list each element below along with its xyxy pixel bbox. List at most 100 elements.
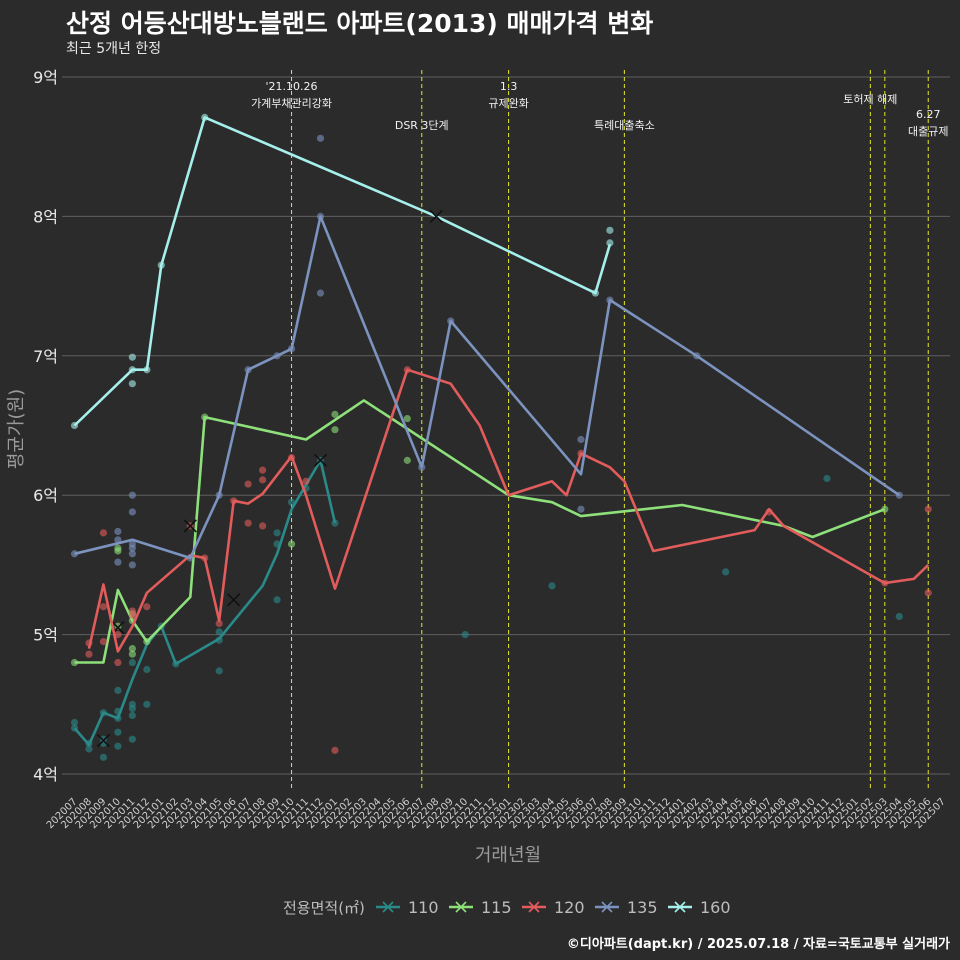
- data-point: [99, 753, 108, 761]
- data-point: [316, 289, 325, 297]
- data-point: [143, 665, 151, 674]
- data-point: [70, 718, 79, 727]
- y-tick-label: 5억: [33, 626, 58, 645]
- series-135: [70, 134, 903, 569]
- data-point: [143, 603, 151, 611]
- data-point: [259, 476, 267, 484]
- data-point: [114, 658, 122, 667]
- legend-label: 135: [627, 898, 658, 917]
- data-point: [114, 527, 122, 536]
- series-line: [73, 459, 337, 747]
- event-label: 1.3: [500, 80, 518, 93]
- highlight-mark: [96, 734, 111, 748]
- data-point: [128, 704, 136, 713]
- data-point: [403, 414, 411, 423]
- data-point: [128, 353, 136, 361]
- legend-label: 110: [408, 898, 439, 917]
- data-point: [287, 540, 296, 548]
- data-point: [548, 582, 556, 590]
- data-point: [215, 667, 223, 675]
- data-point: [128, 544, 136, 552]
- data-point: [114, 547, 122, 555]
- data-point: [606, 239, 614, 247]
- legend: 전용면적(㎡) 110 115 120 135 160: [283, 898, 731, 917]
- series-160: [70, 113, 614, 430]
- event-label: DSR 3단계: [395, 119, 449, 132]
- data-point: [114, 686, 122, 695]
- data-point: [128, 508, 136, 516]
- legend-key-mark: [382, 901, 394, 913]
- y-tick-label: 7억: [33, 347, 58, 366]
- event-label: 토허제 해제: [843, 92, 897, 106]
- series-115: [70, 399, 889, 667]
- legend-key-mark: [528, 901, 540, 913]
- event-label: 특례대출축소: [594, 119, 655, 132]
- x-axis-title: 거래년월: [475, 845, 541, 866]
- data-point: [128, 735, 136, 743]
- data-point: [215, 628, 223, 636]
- data-point: [114, 558, 122, 566]
- legend-key-mark: [601, 901, 613, 913]
- data-point: [99, 638, 108, 646]
- data-point: [461, 631, 469, 639]
- data-point: [895, 612, 903, 621]
- event-label: 대출규제: [908, 125, 948, 138]
- y-tick-label: 6억: [33, 486, 58, 505]
- data-point: [273, 529, 281, 537]
- highlight-mark: [227, 593, 241, 607]
- data-point: [128, 658, 136, 667]
- grid-lines: [62, 76, 950, 775]
- legend-key-mark: [455, 901, 467, 913]
- data-point: [331, 410, 339, 418]
- series-line: [74, 215, 901, 560]
- legend-key-mark: [674, 901, 686, 913]
- legend-label: 160: [700, 898, 731, 917]
- data-point: [577, 435, 585, 444]
- data-point: [215, 619, 223, 628]
- data-point: [128, 561, 136, 569]
- source-footer: ©디아파트(dapt.kr) / 2025.07.18 / 자료=국토교통부 실…: [566, 937, 950, 952]
- highlight-mark: [313, 453, 328, 467]
- chart-subtitle: 최근 5개년 한정: [66, 41, 162, 57]
- data-point: [85, 650, 93, 658]
- data-point: [302, 477, 310, 485]
- data-point: [114, 631, 122, 639]
- highlight-mark: [429, 209, 443, 223]
- data-point: [403, 456, 411, 464]
- data-point: [99, 529, 108, 537]
- series-line: [87, 368, 930, 653]
- series-line: [74, 399, 886, 664]
- chart-title: 산정 어등산대방노블랜드 아파트(2013) 매매가격 변화: [66, 9, 654, 38]
- data-point: [128, 644, 136, 653]
- y-tick-label: 9억: [33, 68, 58, 87]
- event-label: 규제완화: [488, 97, 528, 110]
- data-point: [99, 603, 108, 611]
- data-point: [85, 745, 93, 753]
- series-group: [70, 113, 932, 761]
- data-point: [316, 134, 325, 142]
- data-point: [606, 226, 614, 234]
- data-point: [128, 550, 136, 558]
- event-label: 6.27: [916, 108, 941, 121]
- data-point: [722, 568, 730, 576]
- data-point: [114, 622, 122, 630]
- data-point: [128, 711, 136, 720]
- highlight-mark: [183, 519, 197, 533]
- y-axis-title: 평균가(원): [6, 389, 27, 469]
- data-point: [924, 505, 932, 513]
- data-point: [823, 474, 831, 483]
- data-point: [331, 746, 339, 754]
- data-point: [128, 650, 136, 658]
- data-point: [331, 426, 339, 434]
- legend-title: 전용면적(㎡): [283, 899, 365, 917]
- data-point: [128, 491, 136, 499]
- data-point: [924, 589, 932, 597]
- axes: 4억5억6억7억8억9억2020072020082020092020102020…: [6, 68, 948, 866]
- y-tick-label: 4억: [33, 765, 58, 784]
- data-point: [244, 519, 252, 527]
- data-point: [259, 466, 267, 474]
- series-line: [73, 116, 612, 427]
- event-label: 가계부채관리강화: [251, 97, 332, 110]
